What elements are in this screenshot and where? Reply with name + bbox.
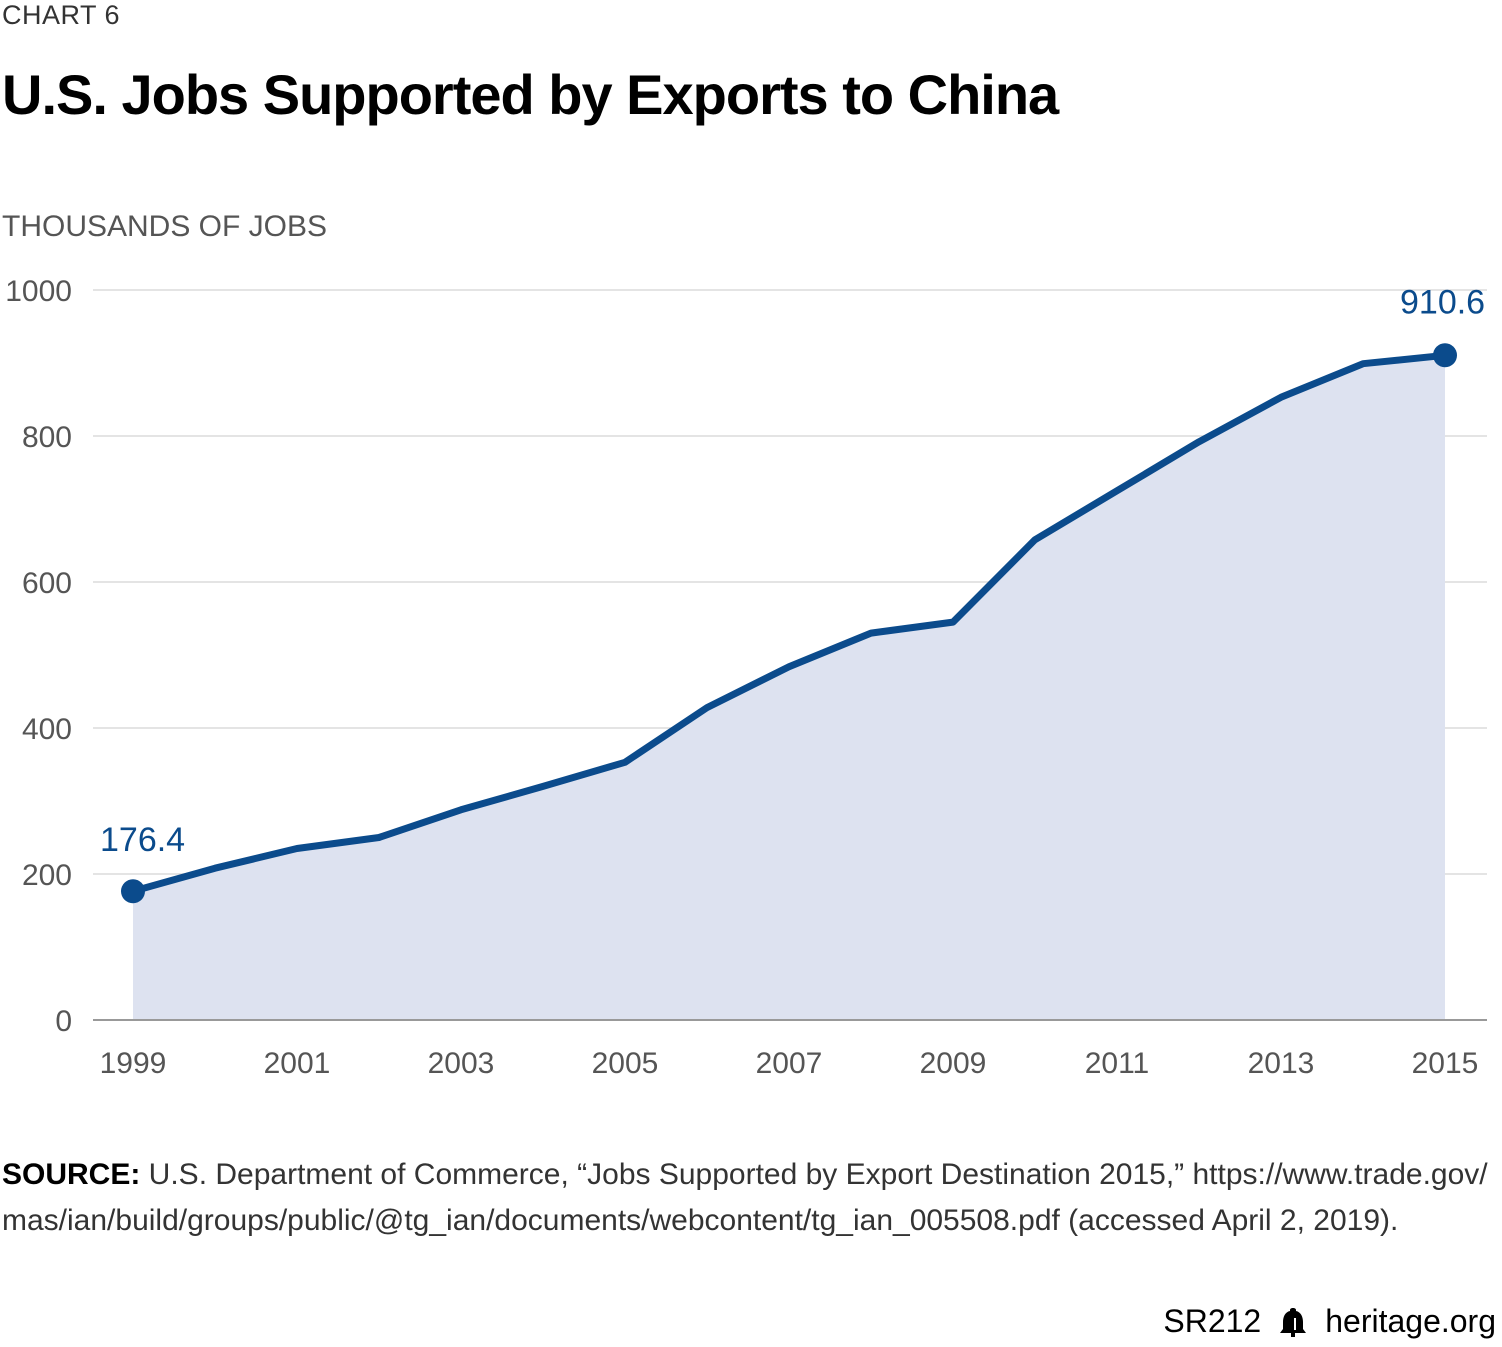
- x-tick-label: 2005: [592, 1047, 659, 1080]
- x-tick-label: 2001: [264, 1047, 331, 1080]
- x-axis-ticks: 1999 2001 2003 2005 2007 2009 2011 2013 2015: [100, 1047, 1479, 1080]
- y-tick-label: 400: [22, 713, 72, 746]
- chart-title: U.S. Jobs Supported by Exports to China: [2, 63, 1059, 126]
- liberty-bell-icon: [1280, 1307, 1307, 1337]
- y-tick-label: 800: [22, 421, 72, 454]
- y-axis-ticks: 0 200 400 600 800 1000: [5, 275, 72, 1038]
- site-name[interactable]: heritage.org: [1325, 1303, 1496, 1339]
- x-tick-label: 2009: [920, 1047, 987, 1080]
- series-line: [132, 351, 1446, 895]
- x-tick-label: 2015: [1412, 1047, 1479, 1080]
- x-tick-label: 1999: [100, 1047, 167, 1080]
- source-note: SOURCE: U.S. Department of Commerce, “Jo…: [2, 1152, 1492, 1244]
- x-tick-label: 2011: [1085, 1047, 1150, 1080]
- line-chart: 0 200 400 600 800 1000 176.4 910.6 1999 2001 200…: [5, 275, 1487, 1080]
- data-label: 176.4: [100, 821, 185, 859]
- data-labels: 176.4 910.6: [100, 283, 1485, 859]
- x-tick-label: 2013: [1248, 1047, 1315, 1080]
- y-tick-label: 600: [22, 567, 72, 600]
- source-label: SOURCE:: [2, 1158, 141, 1191]
- x-tick-label: 2003: [428, 1047, 495, 1080]
- data-points: [121, 343, 1457, 904]
- y-tick-label: 0: [55, 1005, 72, 1038]
- y-tick-label: 200: [22, 859, 72, 892]
- x-tick-label: 2007: [756, 1047, 823, 1080]
- y-tick-label: 1000: [5, 275, 72, 308]
- y-axis-label: THOUSANDS OF JOBS: [2, 210, 328, 243]
- source-text: U.S. Department of Commerce, “Jobs Suppo…: [2, 1158, 1488, 1237]
- data-point-marker: [121, 879, 145, 904]
- footer: SR212 heritage.org: [1163, 1303, 1496, 1340]
- data-point-marker: [1433, 343, 1457, 368]
- chart-number: CHART 6: [2, 0, 121, 30]
- data-label: 910.6: [1400, 283, 1485, 321]
- report-code: SR212: [1163, 1303, 1262, 1339]
- area-fill: [133, 355, 1445, 1020]
